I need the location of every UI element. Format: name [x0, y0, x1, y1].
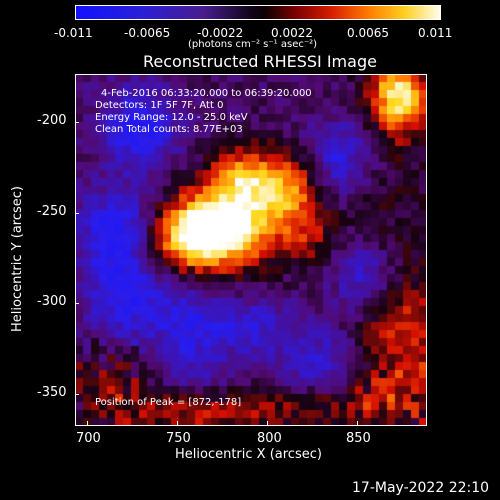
plot-frame-bottom — [75, 425, 427, 426]
x-tick-700 — [87, 421, 88, 425]
y-tick-label-minus-300: -300 — [37, 294, 67, 309]
plot-title: Reconstructed RHESSI Image — [143, 52, 377, 71]
colorbar — [75, 5, 441, 20]
timestamp-footer: 17-May-2022 22:10 — [352, 480, 490, 496]
plot-frame-top — [75, 74, 427, 75]
colorbar-tick-label-3: -0.0022 — [197, 26, 244, 40]
colorbar-border-top — [75, 5, 441, 6]
plot-frame-left — [75, 74, 76, 426]
y-tick-label-minus-200: -200 — [37, 113, 67, 128]
overlay-clean-counts: Clean Total counts: 8.77E+03 — [95, 124, 243, 135]
colorbar-border-bottom — [75, 19, 441, 20]
x-tick-label-800: 800 — [257, 431, 282, 446]
x-tick-850 — [357, 421, 358, 425]
y-tick-label-minus-350: -350 — [37, 385, 67, 400]
y-tick-minus-350 — [75, 394, 79, 395]
x-tick-750 — [177, 421, 178, 425]
peak-position-text: Position of Peak = [872,-178] — [95, 397, 242, 408]
plot-frame-right — [426, 74, 427, 426]
y-tick-minus-200 — [75, 122, 79, 123]
rhessi-heatmap — [75, 74, 427, 426]
overlay-detectors: Detectors: 1F 5F 7F, Att 0 — [95, 100, 224, 111]
colorbar-tick-label-1: -0.011 — [54, 26, 93, 40]
colorbar-tick-label-2: -0.0065 — [124, 26, 171, 40]
overlay-energy-range: Energy Range: 12.0 - 25.0 keV — [95, 112, 248, 123]
x-tick-label-750: 750 — [166, 431, 191, 446]
y-tick-minus-250 — [75, 213, 79, 214]
colorbar-tick-label-4: 0.0022 — [271, 26, 313, 40]
y-tick-minus-300 — [75, 303, 79, 304]
colorbar-tick-label-5: 0.0065 — [347, 26, 389, 40]
colorbar-unit-label: (photons cm⁻² s⁻¹ asec⁻²) — [188, 39, 318, 50]
x-tick-label-850: 850 — [346, 431, 371, 446]
colorbar-border-right — [440, 5, 441, 20]
y-tick-label-minus-250: -250 — [37, 204, 67, 219]
x-tick-800 — [267, 421, 268, 425]
overlay-time-range: 4-Feb-2016 06:33:20.000 to 06:39:20.000 — [101, 88, 312, 99]
x-tick-label-700: 700 — [76, 431, 101, 446]
colorbar-border-left — [75, 5, 76, 20]
x-axis-label: Heliocentric X (arcsec) — [175, 447, 322, 462]
colorbar-tick-label-6: 0.011 — [418, 26, 453, 40]
y-axis-label: Heliocentric Y (arcsec) — [10, 186, 25, 332]
